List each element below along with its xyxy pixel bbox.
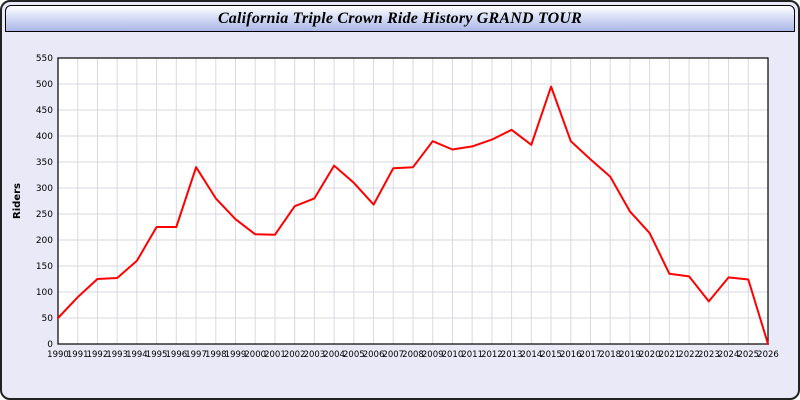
x-tick-label: 2017 xyxy=(580,350,602,360)
x-tick-label: 2011 xyxy=(461,350,483,360)
x-tick-label: 2002 xyxy=(284,350,306,360)
x-tick-label: 2019 xyxy=(619,350,641,360)
x-tick-label: 1999 xyxy=(225,350,247,360)
x-tick-label: 2009 xyxy=(422,350,444,360)
x-tick-label: 2021 xyxy=(659,350,681,360)
x-tick-label: 2026 xyxy=(757,350,779,360)
chart-svg: 0501001502002503003504004505005501990199… xyxy=(12,54,779,360)
x-tick-label: 2000 xyxy=(244,350,266,360)
y-tick-label: 0 xyxy=(47,340,53,350)
y-tick-label: 150 xyxy=(36,262,53,272)
x-tick-label: 2025 xyxy=(737,350,759,360)
x-tick-label: 2008 xyxy=(402,350,424,360)
x-tick-label: 1995 xyxy=(146,350,168,360)
y-tick-label: 300 xyxy=(36,184,53,194)
x-tick-label: 2001 xyxy=(264,350,286,360)
x-tick-label: 2014 xyxy=(521,350,543,360)
plot-border xyxy=(57,57,769,345)
x-tick-label: 2023 xyxy=(698,350,720,360)
y-tick-label: 550 xyxy=(36,54,53,64)
x-tick-label: 2003 xyxy=(304,350,326,360)
y-axis-title: Riders xyxy=(12,183,23,219)
x-tick-label: 2010 xyxy=(442,350,464,360)
x-tick-label: 1990 xyxy=(47,350,69,360)
y-tick-label: 200 xyxy=(36,236,53,246)
data-line-riders xyxy=(57,85,769,345)
x-tick-label: 2016 xyxy=(560,350,582,360)
x-tick-label: 1992 xyxy=(87,350,109,360)
y-tick-label: 500 xyxy=(36,80,53,90)
x-tick-label: 1994 xyxy=(126,350,148,360)
x-tick-label: 2005 xyxy=(343,350,365,360)
x-tick-label: 2006 xyxy=(363,350,385,360)
page-title: California Triple Crown Ride History GRA… xyxy=(217,9,583,27)
y-tick-label: 450 xyxy=(36,106,53,116)
x-tick-label: 2007 xyxy=(382,350,404,360)
x-tick-label: 2004 xyxy=(323,350,345,360)
y-tick-label: 250 xyxy=(36,210,53,220)
x-tick-label: 2012 xyxy=(481,350,503,360)
y-tick-label: 100 xyxy=(36,288,53,298)
x-tick-label: 2020 xyxy=(639,350,661,360)
title-bar: California Triple Crown Ride History GRA… xyxy=(5,5,795,32)
x-tick-label: 2013 xyxy=(501,350,523,360)
x-tick-label: 2015 xyxy=(540,350,562,360)
x-tick-label: 1997 xyxy=(185,350,207,360)
y-tick-label: 350 xyxy=(36,158,53,168)
y-tick-label: 400 xyxy=(36,132,53,142)
x-tick-label: 1993 xyxy=(106,350,128,360)
x-tick-label: 2022 xyxy=(678,350,700,360)
x-tick-label: 1998 xyxy=(205,350,227,360)
x-tick-label: 1996 xyxy=(166,350,188,360)
x-tick-label: 2018 xyxy=(599,350,621,360)
chart-container: 0 50 100 150 200 250 300 350 400 450 500 550 1990 199… xyxy=(8,44,794,394)
x-tick-label: 1991 xyxy=(67,350,89,360)
x-tick-label: 2024 xyxy=(718,350,740,360)
y-tick-label: 50 xyxy=(42,314,54,324)
